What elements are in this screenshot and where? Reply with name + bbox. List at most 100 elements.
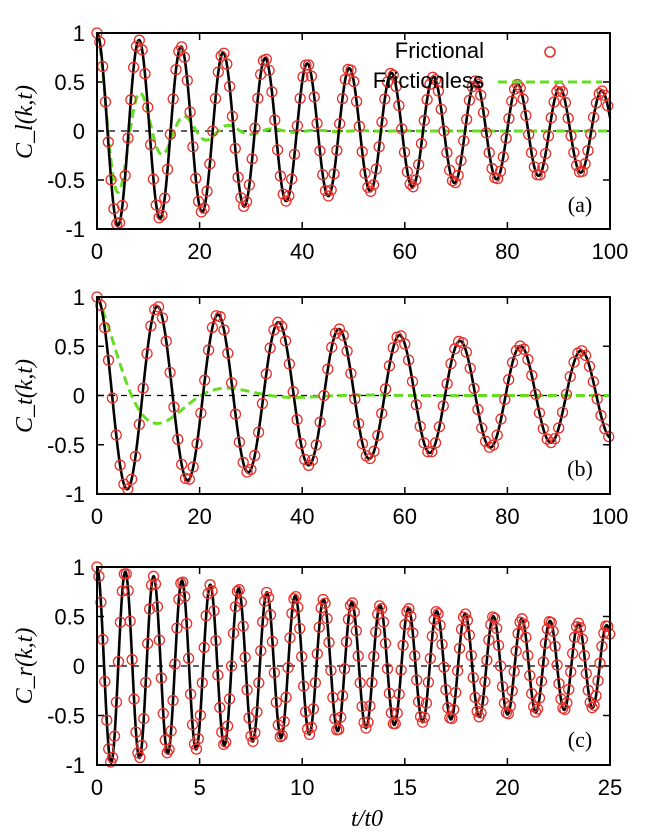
- frictional-data-point: [297, 680, 310, 692]
- frictional-data-point: [407, 627, 419, 639]
- panel-label-c: (c): [568, 727, 592, 752]
- frictional-data-point: [594, 657, 606, 669]
- frictional-data-point: [155, 672, 167, 684]
- frictional-data-point: [102, 354, 115, 366]
- frictional-data-point: [173, 593, 185, 606]
- frictional-data-point: [591, 393, 603, 405]
- frictional-data-point: [582, 684, 594, 696]
- frictional-data-point: [110, 429, 122, 441]
- frictional-data-point: [314, 145, 326, 157]
- y-tick-label: 0.5: [54, 70, 85, 95]
- frictional-data-point: [264, 342, 276, 354]
- frictional-data-point: [198, 202, 210, 214]
- y-axis-label-c: C_r(k,t): [12, 628, 38, 705]
- x-tick-label: 5: [193, 775, 205, 800]
- frictional-data-point: [276, 729, 288, 742]
- frictional-data-point: [356, 700, 368, 713]
- frictional-data-point: [531, 703, 544, 715]
- frictional-data-point: [214, 311, 226, 323]
- frictional-data-point: [376, 116, 388, 128]
- frictional-data-point: [379, 93, 391, 105]
- frictional-data-point: [274, 731, 286, 743]
- frictional-data-point: [218, 324, 230, 336]
- x-tick-label: 20: [495, 775, 519, 800]
- frictional-data-point: [156, 209, 168, 221]
- frictional-data-point: [381, 663, 394, 675]
- frictional-data-point: [502, 708, 514, 720]
- frictional-data-point: [326, 341, 338, 353]
- x-tick-label: 80: [495, 504, 519, 529]
- frictional-data-point: [258, 595, 271, 607]
- frictional-data-point: [95, 596, 107, 608]
- frictional-data-point: [383, 360, 396, 372]
- frictional-data-point: [295, 437, 307, 450]
- frictional-data-point: [497, 151, 509, 163]
- frictional-data-point: [112, 656, 125, 668]
- frictional-data-point: [233, 584, 245, 596]
- frictional-data-point: [547, 625, 559, 637]
- frictional-data-point: [277, 188, 289, 200]
- frictional-data-point: [350, 95, 363, 108]
- frictional-data-point: [516, 613, 528, 625]
- frictional-data-point: [539, 637, 552, 649]
- frictional-data-point: [106, 751, 119, 764]
- frictional-data-point: [393, 688, 405, 700]
- frictional-data-point: [494, 165, 507, 177]
- frictional-data-point: [130, 40, 143, 52]
- frictional-data-point: [311, 117, 323, 130]
- frictional-data-point: [208, 605, 220, 617]
- frictional-data-point: [429, 437, 442, 449]
- frictional-data-point: [485, 618, 497, 631]
- frictional-data-point: [110, 696, 123, 708]
- frictional-data-point: [460, 113, 473, 126]
- frictional-data-point: [252, 426, 265, 438]
- frictional-data-point: [559, 96, 572, 109]
- frictional-data-point: [339, 73, 351, 86]
- frictional-data-point: [260, 586, 273, 599]
- frictional-data-point: [179, 472, 192, 485]
- frictional-data-point: [587, 111, 600, 123]
- frictional-data-point: [99, 321, 111, 334]
- frictional-data-point: [318, 389, 330, 402]
- frictional-data-point: [201, 185, 213, 197]
- y-tick-label: 1: [73, 21, 85, 46]
- y-tick-label: 1: [73, 555, 85, 580]
- frictional-data-point: [150, 199, 162, 211]
- frictional-data-point: [556, 406, 569, 418]
- frictional-data-point: [199, 374, 211, 386]
- frictional-data-point: [225, 660, 238, 672]
- frictional-data-point: [395, 664, 407, 676]
- frictional-data-point: [504, 700, 516, 712]
- frictional-data-point: [314, 416, 326, 428]
- frictional-data-point: [105, 174, 117, 186]
- frictional-data-point: [404, 178, 416, 190]
- frictional-data-point: [603, 430, 615, 443]
- frictional-data-point: [142, 101, 154, 113]
- frictional-data-point: [128, 61, 140, 73]
- frictional-data-point: [114, 459, 126, 471]
- frictional-data-point: [310, 439, 322, 451]
- frictional-data-point: [264, 609, 277, 621]
- frictional-data-point: [460, 346, 473, 358]
- frictional-data-point: [602, 620, 614, 632]
- frictional-data-point: [345, 367, 357, 380]
- frictional-data-point: [393, 99, 405, 112]
- frictional-data-point: [580, 668, 592, 680]
- frictional-data-point: [218, 738, 230, 751]
- frictional-data-point: [458, 135, 470, 147]
- frictional-data-point: [237, 456, 249, 469]
- frictional-data-point: [303, 728, 316, 741]
- frictional-data-point: [522, 649, 534, 662]
- frictional-data-point: [246, 153, 258, 165]
- frictional-data-point: [292, 601, 304, 613]
- frictional-data-point: [568, 146, 580, 159]
- frictional-data-point: [223, 693, 236, 705]
- frictional-data-point: [306, 454, 319, 466]
- frictional-data-point: [231, 585, 244, 597]
- frictional-data-point: [283, 190, 295, 202]
- frictional-data-point: [192, 195, 205, 208]
- frictional-data-point: [545, 616, 557, 629]
- frictional-data-point: [99, 675, 111, 688]
- frictional-data-point: [545, 436, 557, 449]
- frictional-data-point: [196, 677, 208, 689]
